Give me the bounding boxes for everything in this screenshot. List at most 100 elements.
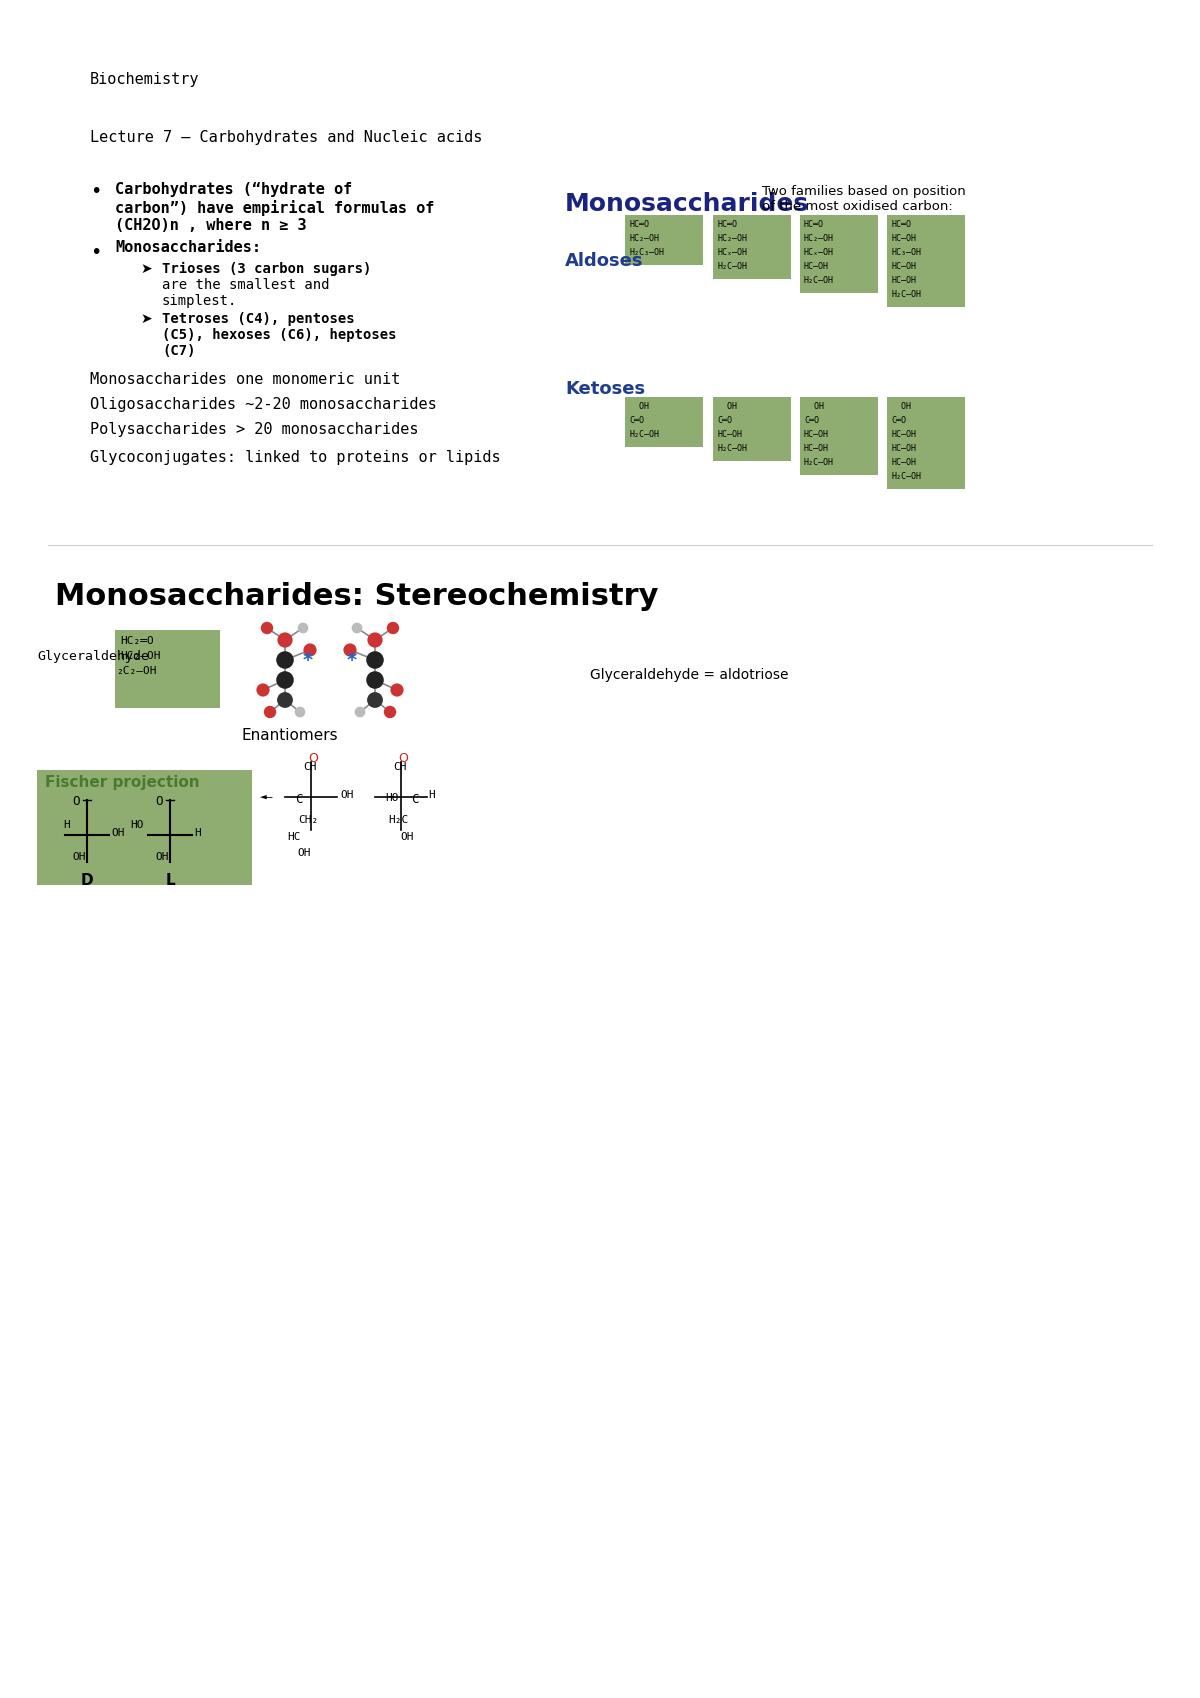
Text: OH: OH — [629, 402, 649, 411]
Text: HC₂—OH: HC₂—OH — [629, 234, 659, 243]
Bar — [37, 769, 252, 885]
Text: H: H — [64, 820, 70, 830]
Text: O: O — [155, 795, 162, 808]
Text: HC═O: HC═O — [804, 221, 824, 229]
Text: HC═O: HC═O — [629, 221, 649, 229]
Text: Ketoses: Ketoses — [565, 380, 646, 397]
Bar — [800, 397, 878, 475]
Text: C═O: C═O — [890, 416, 906, 424]
Text: Trioses (3 carbon sugars): Trioses (3 carbon sugars) — [162, 261, 371, 277]
Text: H₂C—OH: H₂C—OH — [890, 472, 922, 481]
Text: C: C — [295, 793, 302, 807]
Text: HC—OH: HC—OH — [890, 430, 916, 440]
Text: Oligosaccharides ~2-20 monosaccharides: Oligosaccharides ~2-20 monosaccharides — [90, 397, 437, 413]
Text: HC═O: HC═O — [890, 221, 911, 229]
Text: Polysaccharides > 20 monosaccharides: Polysaccharides > 20 monosaccharides — [90, 423, 419, 436]
Text: HCₓ—OH: HCₓ—OH — [804, 248, 834, 256]
Text: Glycoconjugates: linked to proteins or lipids: Glycoconjugates: linked to proteins or l… — [90, 450, 500, 465]
Text: OH: OH — [340, 790, 354, 800]
Point — [260, 698, 280, 725]
Text: (CH2O)n , where n ≥ 3: (CH2O)n , where n ≥ 3 — [115, 217, 307, 233]
Point — [388, 676, 407, 703]
Text: HC—OH: HC—OH — [890, 234, 916, 243]
Text: OH: OH — [112, 829, 125, 839]
Point — [253, 676, 272, 703]
Text: HC: HC — [287, 832, 300, 842]
Bar — [713, 397, 791, 460]
Text: H₂C—OH: H₂C—OH — [718, 443, 746, 453]
Text: Biochemistry: Biochemistry — [90, 71, 199, 87]
Text: Tetroses (C4), pentoses: Tetroses (C4), pentoses — [162, 312, 355, 326]
Point — [365, 627, 384, 654]
Text: O: O — [308, 752, 318, 766]
Text: C═O: C═O — [804, 416, 818, 424]
Text: Monosaccharides: Stereochemistry: Monosaccharides: Stereochemistry — [55, 582, 659, 611]
Text: HC—OH: HC—OH — [890, 261, 916, 272]
Text: HO: HO — [130, 820, 144, 830]
Text: OH: OH — [298, 847, 311, 857]
Text: Lecture 7 – Carbohydrates and Nucleic acids: Lecture 7 – Carbohydrates and Nucleic ac… — [90, 131, 482, 144]
Text: C: C — [410, 793, 419, 807]
Text: ₂C₂—OH: ₂C₂—OH — [116, 666, 156, 676]
Text: Glyceraldehyde = aldotriose: Glyceraldehyde = aldotriose — [590, 667, 788, 683]
Text: HC—OH: HC—OH — [804, 261, 829, 272]
Point — [290, 698, 310, 725]
Text: O: O — [72, 795, 79, 808]
Text: H: H — [428, 790, 434, 800]
Text: ➤: ➤ — [140, 312, 151, 326]
Text: HC₂—OH: HC₂—OH — [120, 650, 161, 661]
Point — [384, 615, 403, 642]
Text: H: H — [194, 829, 200, 839]
Text: Aldoses: Aldoses — [565, 251, 643, 270]
Text: Enantiomers: Enantiomers — [241, 728, 338, 744]
Text: HC═O: HC═O — [718, 221, 737, 229]
Bar — [713, 216, 791, 278]
Text: C═O: C═O — [629, 416, 644, 424]
Text: of the most oxidised carbon:: of the most oxidised carbon: — [762, 200, 953, 212]
Text: OH: OH — [718, 402, 737, 411]
Text: HC—OH: HC—OH — [890, 443, 916, 453]
Text: H₂C—OH: H₂C—OH — [804, 277, 834, 285]
Text: HC₃—OH: HC₃—OH — [890, 248, 922, 256]
Text: ◄—: ◄— — [260, 793, 274, 803]
Text: O: O — [398, 752, 408, 766]
Text: •: • — [90, 243, 101, 261]
Bar — [887, 397, 965, 489]
Point — [293, 615, 312, 642]
Text: C═O: C═O — [718, 416, 732, 424]
Text: HC—OH: HC—OH — [890, 458, 916, 467]
Text: (C5), hexoses (C6), heptoses: (C5), hexoses (C6), heptoses — [162, 328, 396, 341]
Text: carbon”) have empirical formulas of: carbon”) have empirical formulas of — [115, 200, 434, 216]
Text: CH: CH — [302, 762, 317, 773]
Bar — [625, 397, 703, 447]
Text: Monosaccharides:: Monosaccharides: — [115, 239, 262, 255]
Point — [276, 686, 295, 713]
Text: Two families based on position: Two families based on position — [762, 185, 966, 199]
Text: H₂C—OH: H₂C—OH — [890, 290, 922, 299]
Text: OH: OH — [155, 852, 168, 863]
Text: HC—OH: HC—OH — [804, 443, 829, 453]
Text: H₂C—OH: H₂C—OH — [718, 261, 746, 272]
Text: •: • — [90, 182, 101, 200]
Bar — [800, 216, 878, 294]
Text: Carbohydrates (“hydrate of: Carbohydrates (“hydrate of — [115, 182, 353, 197]
Text: HC—OH: HC—OH — [890, 277, 916, 285]
Text: *: * — [347, 650, 358, 669]
Text: HC₂═O: HC₂═O — [120, 637, 154, 645]
Bar — [887, 216, 965, 307]
Bar — [625, 216, 703, 265]
Text: OH: OH — [804, 402, 824, 411]
Text: Glyceraldehyde: Glyceraldehyde — [37, 650, 149, 662]
Point — [350, 698, 370, 725]
Text: H₂C—OH: H₂C—OH — [629, 430, 659, 440]
Text: ➤: ➤ — [140, 261, 151, 277]
Text: OH: OH — [890, 402, 911, 411]
Text: D: D — [80, 873, 94, 888]
Text: *: * — [302, 650, 313, 669]
Text: Monosaccharides one monomeric unit: Monosaccharides one monomeric unit — [90, 372, 401, 387]
Text: H₂C₃—OH: H₂C₃—OH — [629, 248, 664, 256]
Point — [380, 698, 400, 725]
Text: H₂C—OH: H₂C—OH — [804, 458, 834, 467]
Point — [365, 686, 384, 713]
Text: are the smallest and: are the smallest and — [162, 278, 330, 292]
